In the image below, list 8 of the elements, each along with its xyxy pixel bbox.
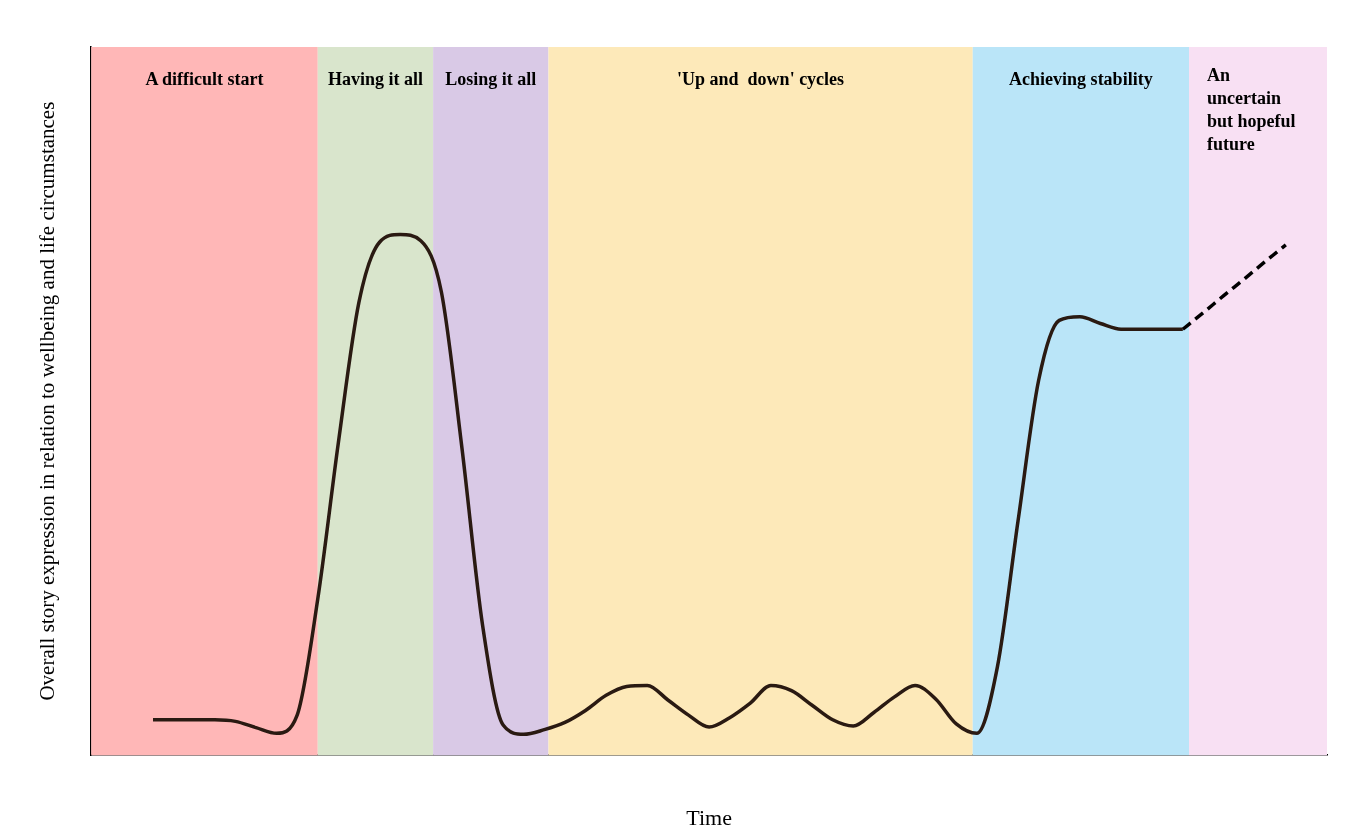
x-axis-title: Time (686, 804, 732, 830)
text: A difficult start (145, 68, 264, 89)
text: Losing it all (445, 68, 537, 89)
text: Achieving stability (1009, 68, 1153, 89)
text: 'Up and down' cycles (677, 68, 845, 89)
text: Having it all (327, 68, 423, 89)
text: An uncertain but hopeful future (1207, 64, 1296, 154)
y-axis-title: Overall story expression in relation to wellbeing and life circumstances (35, 101, 60, 701)
